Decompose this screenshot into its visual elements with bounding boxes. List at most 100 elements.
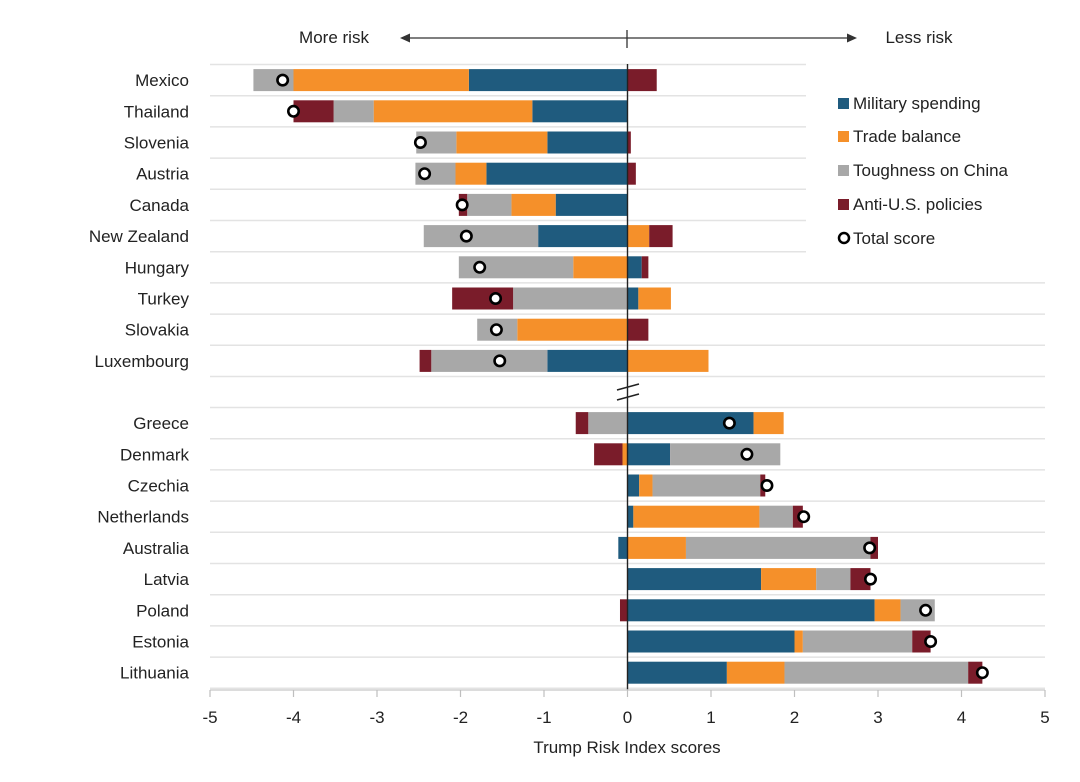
bar-segment-china (416, 131, 457, 154)
bar-segment-military (627, 256, 642, 279)
total-score-marker (489, 323, 503, 337)
bar-segment-antius (627, 162, 636, 185)
x-tick-label: 1 (706, 708, 715, 727)
legend-swatch-military (838, 98, 849, 109)
country-label: Netherlands (97, 508, 189, 527)
bar-segment-trade (874, 599, 901, 622)
bar-segment-antius (627, 131, 631, 154)
bar-segment-military (627, 443, 671, 466)
x-axis: -5 -4 -3 -2 -1 0 1 2 3 4 5 (202, 64, 1050, 727)
total-score-marker (919, 603, 933, 617)
country-label: Canada (129, 196, 189, 215)
bar-segment-antius (575, 412, 589, 435)
direction-header: More risk Less risk (299, 28, 953, 48)
country-label: Slovakia (125, 321, 190, 340)
total-score-marker (863, 572, 877, 586)
x-tick-label: 5 (1040, 708, 1049, 727)
bar-segment-trade (633, 505, 760, 528)
legend-label-antius: Anti-U.S. policies (853, 195, 982, 214)
bar-row-czechia (627, 474, 766, 497)
total-score-marker (418, 167, 432, 181)
bar-segment-antius (419, 349, 432, 372)
bar-segment-trade (627, 536, 686, 559)
x-tick-label: -4 (286, 708, 301, 727)
bar-row-austria (415, 162, 636, 185)
bar-segment-trade (517, 318, 628, 341)
bar-segment-military (468, 69, 628, 92)
bar-segment-military (627, 287, 639, 310)
bar-segment-trade (753, 412, 784, 435)
bar-segment-trade (573, 256, 628, 279)
total-score-marker (493, 354, 507, 368)
bar-segment-antius (452, 287, 514, 310)
legend-swatch-antius (838, 199, 849, 210)
bar-row-slovakia (477, 318, 649, 341)
bar-row-estonia (627, 630, 931, 653)
country-label: Luxembourg (94, 352, 189, 371)
bar-segment-military (627, 474, 640, 497)
total-score-marker (489, 291, 503, 305)
total-score-marker (760, 478, 774, 492)
bar-segment-china (467, 193, 512, 216)
arrow-left-icon (400, 33, 410, 43)
x-tick-label: -2 (453, 708, 468, 727)
total-score-marker (797, 510, 811, 524)
bar-segment-trade (373, 100, 533, 123)
bar-row-slovenia (416, 131, 631, 154)
x-tick-label: 4 (957, 708, 966, 727)
bar-segment-china (458, 256, 574, 279)
country-label: Mexico (135, 71, 189, 90)
less-risk-label: Less risk (885, 28, 953, 47)
x-tick-label: 2 (790, 708, 799, 727)
bar-segment-military (486, 162, 628, 185)
bar-row-lithuania (627, 661, 983, 684)
x-tick-label: 3 (873, 708, 882, 727)
bar-segment-trade (293, 69, 469, 92)
x-tick-label: 0 (623, 708, 632, 727)
bar-segment-trade (761, 568, 817, 591)
bar-row-netherlands (627, 505, 803, 528)
bar-segment-china (423, 225, 539, 248)
country-label: Greece (133, 414, 189, 433)
bar-segment-china (588, 412, 628, 435)
bar-segment-military (547, 349, 628, 372)
country-labels: Mexico Thailand Slovenia Austria Canada New Z… (89, 71, 190, 683)
x-tick-label: -5 (202, 708, 217, 727)
legend-item-military: Military spending (838, 94, 981, 113)
legend-label-total: Total score (853, 229, 935, 248)
bar-segment-trade (639, 474, 653, 497)
bar-row-thailand (293, 100, 628, 123)
bar-segment-china (816, 568, 851, 591)
country-label: Hungary (125, 258, 190, 277)
bar-segment-china (759, 505, 793, 528)
total-score-marker (459, 229, 473, 243)
bar-segment-military (618, 536, 628, 559)
legend-label-china: Toughness on China (853, 161, 1009, 180)
legend-label-military: Military spending (853, 94, 981, 113)
country-label: Czechia (128, 477, 190, 496)
bar-segment-antius (619, 599, 628, 622)
bar-segment-trade (455, 162, 487, 185)
country-label: Poland (136, 601, 189, 620)
bar-segment-trade (627, 225, 650, 248)
bar-segment-antius (850, 568, 871, 591)
bar-segment-antius (641, 256, 649, 279)
total-score-marker (413, 136, 427, 150)
bar-segment-trade (511, 193, 556, 216)
total-score-marker (924, 634, 938, 648)
bar-segment-china (802, 630, 913, 653)
total-score-marker (276, 73, 290, 87)
legend-marker-total (837, 231, 851, 245)
country-label: Estonia (132, 633, 189, 652)
bar-segment-military (538, 225, 628, 248)
country-label: Australia (123, 539, 190, 558)
legend-item-china: Toughness on China (838, 161, 1009, 180)
legend-item-antius: Anti-U.S. policies (838, 195, 982, 214)
bar-segment-antius (627, 69, 657, 92)
bar-segment-china (784, 661, 969, 684)
bars (253, 69, 983, 684)
bar-row-new-zealand (423, 225, 673, 248)
bar-segment-trade (638, 287, 671, 310)
legend: Military spending Trade balance Toughnes… (806, 88, 1046, 258)
